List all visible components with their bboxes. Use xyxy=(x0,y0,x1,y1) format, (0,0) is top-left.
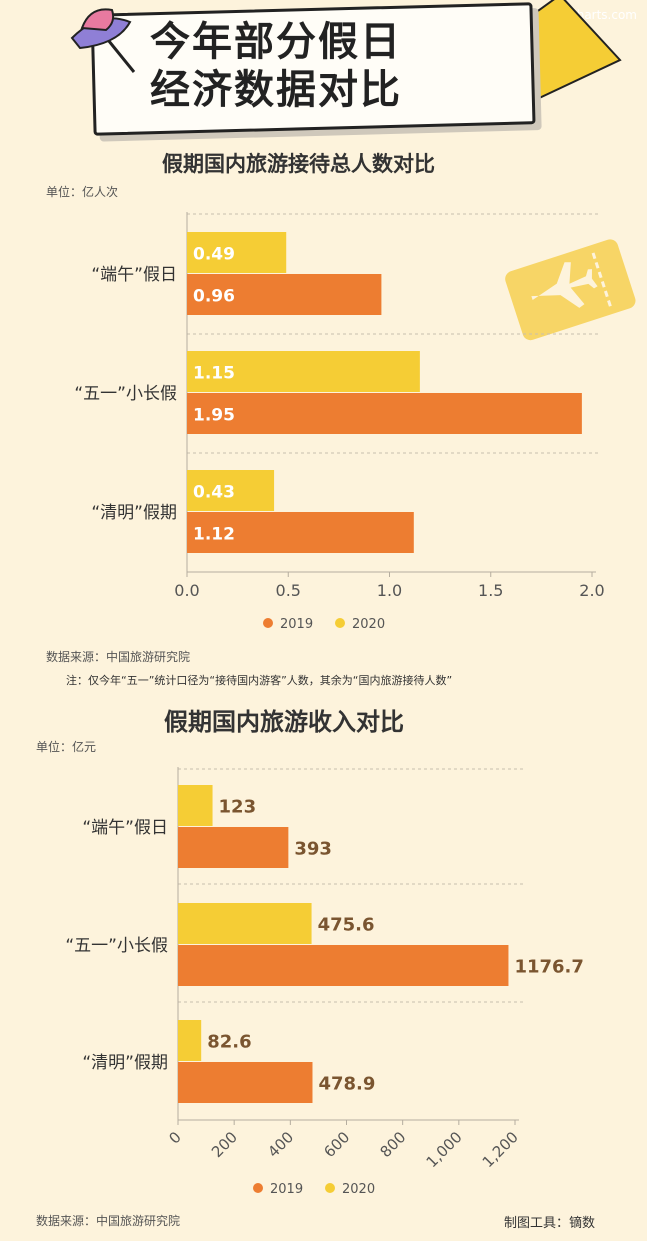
chart2-tick-label: 400 xyxy=(264,1128,297,1161)
chart1-legend-swatch-2019 xyxy=(263,618,273,628)
chart2-value-label: 82.6 xyxy=(207,1032,251,1053)
chart2-bar-2019 xyxy=(178,1062,313,1103)
chart1-value-label: 0.43 xyxy=(193,483,235,503)
chart2-bar-2020 xyxy=(178,1020,202,1061)
chart2-tick-label: 1,200 xyxy=(479,1128,522,1171)
chart2-tick-label: 1,000 xyxy=(423,1128,466,1171)
page-title: 今年部分假日 经济数据对比 xyxy=(150,19,402,113)
chart1-value-label: 0.49 xyxy=(193,245,235,265)
chart1-title: 假期国内旅游接待总人数对比 xyxy=(162,152,435,176)
chart1-bar-2019 xyxy=(187,274,382,315)
chart1-value-label: 1.15 xyxy=(193,364,235,384)
chart1-bar-2020 xyxy=(187,470,275,511)
chart2-value-label: 475.6 xyxy=(318,915,375,936)
chart1-tick-label: 2.0 xyxy=(579,581,604,600)
chart2-tick-label: 200 xyxy=(208,1128,241,1161)
chart2-category-label: “端午”假日 xyxy=(82,818,168,838)
chart2-tick-label: 600 xyxy=(320,1128,353,1161)
chart1-legend-label: 2019 xyxy=(280,617,313,632)
chart1-area: 0.49 0.96 “端午”假日 1.15 1.95 “五一”小长假 0.43 1.12 “清明… xyxy=(74,212,605,632)
chart2-legend-swatch-2020 xyxy=(325,1183,335,1193)
chart1-bar-2019 xyxy=(187,512,414,553)
ticket-icon xyxy=(505,239,636,341)
chart1-tick-label: 1.0 xyxy=(377,581,402,600)
tool-credit: 制图工具：镝数 xyxy=(504,1216,596,1231)
chart1-value-label: 1.12 xyxy=(193,525,235,545)
chart2-value-label: 1176.7 xyxy=(514,957,583,978)
chart1-tick-label: 0.5 xyxy=(276,581,301,600)
chart1-category-label: “清明”假期 xyxy=(91,503,177,523)
chart1-category-label: “五一”小长假 xyxy=(74,384,177,404)
chart1-tick-label: 1.5 xyxy=(478,581,503,600)
chart1-value-label: 0.96 xyxy=(193,287,235,307)
chart2-legend-label: 2020 xyxy=(342,1182,375,1197)
chart2-tick-label: 800 xyxy=(377,1128,410,1161)
chart1-legend-swatch-2020 xyxy=(335,618,345,628)
chart2-tick-label: 0 xyxy=(165,1128,184,1147)
chart2-value-label: 478.9 xyxy=(318,1074,375,1095)
chart2-bar-2019 xyxy=(178,945,509,986)
chart1-bar-2020 xyxy=(187,351,420,392)
chart2-bar-2020 xyxy=(178,785,213,826)
chart2-bar-2020 xyxy=(178,903,312,944)
chart2-bar-2019 xyxy=(178,827,289,868)
chart1-legend-label: 2020 xyxy=(352,617,385,632)
chart2-area: 123 393 “端午”假日 475.6 1176.7 “五一”小长假 82.6 478.9 “… xyxy=(65,767,584,1197)
chart1-unit: 单位：亿人次 xyxy=(46,185,119,199)
plane-icon xyxy=(531,262,598,308)
chart1-tick-label: 0.0 xyxy=(174,581,199,600)
chart1-note: 注：仅今年“五一”统计口径为“接待国内游客”人数，其余为“国内旅游接待人数” xyxy=(66,674,453,687)
chart2-legend-label: 2019 xyxy=(270,1182,303,1197)
chart1-category-label: “端午”假日 xyxy=(91,265,177,285)
chart2-value-label: 393 xyxy=(294,839,332,860)
chart2-category-label: “清明”假期 xyxy=(82,1053,168,1073)
chart1-source: 数据来源：中国旅游研究院 xyxy=(46,650,191,664)
chart2-value-label: 123 xyxy=(219,797,257,818)
chart1-bar-2019 xyxy=(187,393,582,434)
chart1-bar-2020 xyxy=(187,232,287,273)
chart2-unit: 单位：亿元 xyxy=(36,740,97,754)
chart2-category-label: “五一”小长假 xyxy=(65,936,168,956)
hat-pin-icon xyxy=(70,8,136,73)
chart2-title: 假期国内旅游收入对比 xyxy=(164,708,404,736)
chart2-legend-swatch-2019 xyxy=(253,1183,263,1193)
chart2-source: 数据来源：中国旅游研究院 xyxy=(36,1214,181,1228)
chart1-value-label: 1.95 xyxy=(193,406,235,426)
